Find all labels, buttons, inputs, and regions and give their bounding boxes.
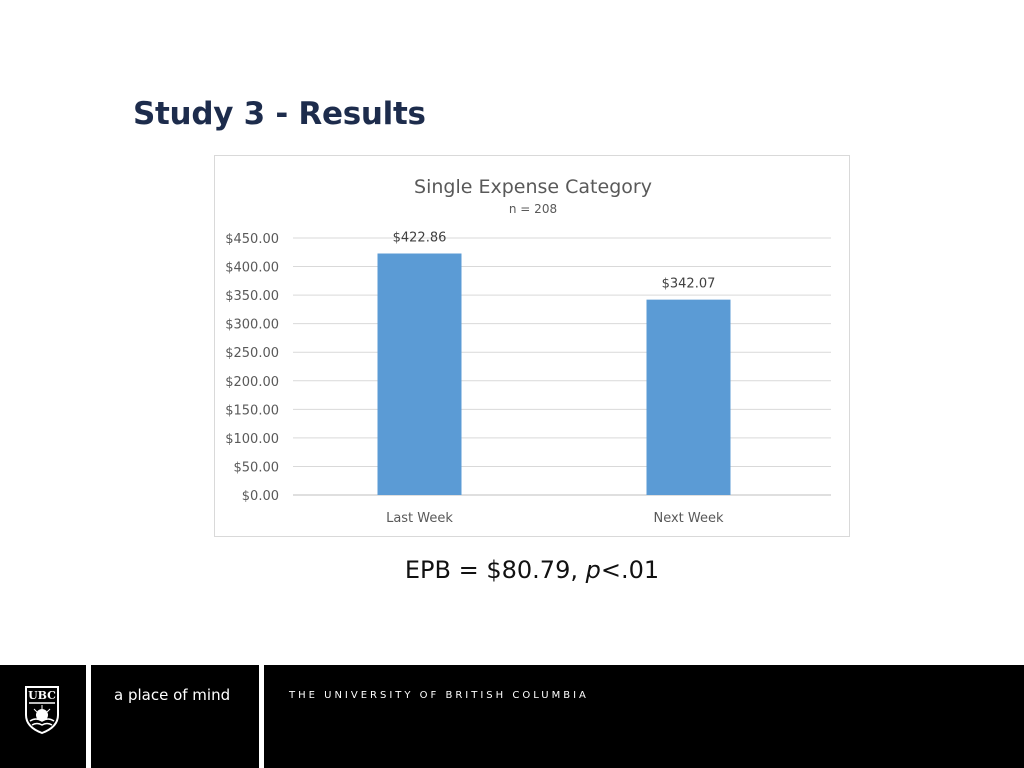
x-category-label: Next Week (653, 511, 724, 526)
chart-title: Single Expense Category (414, 176, 652, 198)
footer-divider (86, 665, 91, 768)
y-tick-label: $300.00 (225, 318, 279, 333)
y-tick-label: $250.00 (225, 346, 279, 361)
caption-p-italic: p (585, 556, 601, 584)
data-label: $342.07 (662, 277, 716, 292)
chart-frame: Single Expense Category n = 208 $0.00 $50… (214, 155, 850, 537)
data-labels: $422.86 $342.07 (393, 230, 716, 291)
y-tick-label: $100.00 (225, 432, 279, 447)
y-tick-label: $450.00 (225, 232, 279, 247)
bar (377, 253, 462, 495)
caption-prefix: EPB = $80.79, (404, 556, 586, 584)
result-caption: EPB = $80.79, p<.01 (0, 556, 1024, 584)
y-tick-label: $350.00 (225, 289, 279, 304)
tagline: a place of mind (114, 686, 231, 704)
y-tick-label: $200.00 (225, 375, 279, 390)
x-category-label: Last Week (386, 511, 453, 526)
footer-divider (259, 665, 264, 768)
y-tick-label: $400.00 (225, 261, 279, 276)
footer-bar: UBC a place of mind THE UNIVERSITY OF BR… (0, 665, 1024, 768)
chart-subtitle: n = 208 (509, 202, 557, 216)
x-axis-categories: Last Week Next Week (386, 511, 724, 526)
bars (377, 253, 731, 495)
gridlines (293, 237, 831, 496)
y-tick-label: $50.00 (234, 460, 280, 475)
slide-title: Study 3 - Results (133, 96, 426, 132)
data-label: $422.86 (393, 230, 447, 245)
university-name: THE UNIVERSITY OF BRITISH COLUMBIA (289, 690, 589, 701)
logo-text: UBC (28, 689, 56, 702)
bar (646, 299, 731, 495)
caption-suffix: <.01 (600, 556, 660, 584)
bar-chart: Single Expense Category n = 208 $0.00 $50… (225, 176, 831, 526)
y-axis-ticks: $0.00 $50.00 $100.00 $150.00 $200.00 $250.00 $… (225, 232, 279, 504)
y-tick-label: $0.00 (242, 489, 279, 504)
y-tick-label: $150.00 (225, 403, 279, 418)
ubc-logo-icon: UBC (24, 685, 60, 740)
